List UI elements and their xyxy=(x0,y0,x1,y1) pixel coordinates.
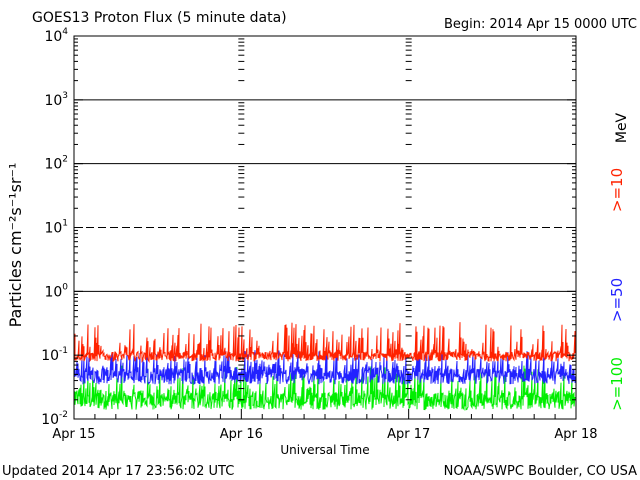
y-axis: 10-2 10-1 100 101 102 103 104 xyxy=(41,27,576,428)
y-axis-label: Particles cm⁻²s⁻¹sr⁻¹ xyxy=(6,163,25,328)
threshold-lines xyxy=(74,99,576,292)
chart-title: GOES13 Proton Flux (5 minute data) xyxy=(32,10,287,26)
x-tick-label: Apr 15 xyxy=(52,427,95,442)
legend-item: >=10 xyxy=(608,168,626,212)
legend-item: >=100 xyxy=(608,357,626,411)
credit: NOAA/SWPC Boulder, CO USA xyxy=(444,464,637,479)
x-axis: Apr 15 Apr 16 Apr 17 Apr 18 xyxy=(52,409,598,442)
legend-item: >=50 xyxy=(608,278,626,322)
y-tick-label: 100 xyxy=(44,282,68,300)
x-tick-label: Apr 18 xyxy=(554,427,597,442)
x-axis-label: Universal Time xyxy=(280,443,369,457)
day-separators xyxy=(238,38,412,401)
series-line-2 xyxy=(74,365,576,411)
y-tick-label: 102 xyxy=(44,155,68,173)
legend: >=10 >=50 >=100 MeV xyxy=(608,112,630,410)
series-line-1 xyxy=(74,350,576,385)
y-tick-label: 10-1 xyxy=(41,346,68,364)
series-layer xyxy=(74,322,576,411)
y-tick-label: 103 xyxy=(44,91,68,109)
y-tick-label: 104 xyxy=(44,27,68,45)
begin-date: Begin: 2014 Apr 15 0000 UTC xyxy=(444,17,637,32)
updated-timestamp: Updated 2014 Apr 17 23:56:02 UTC xyxy=(2,464,234,479)
x-tick-label: Apr 16 xyxy=(220,427,263,442)
series-line-0 xyxy=(74,322,576,364)
x-tick-label: Apr 17 xyxy=(387,427,430,442)
legend-unit: MeV xyxy=(614,112,630,143)
y-tick-label: 101 xyxy=(44,219,68,237)
y-tick-label: 10-2 xyxy=(41,410,68,428)
